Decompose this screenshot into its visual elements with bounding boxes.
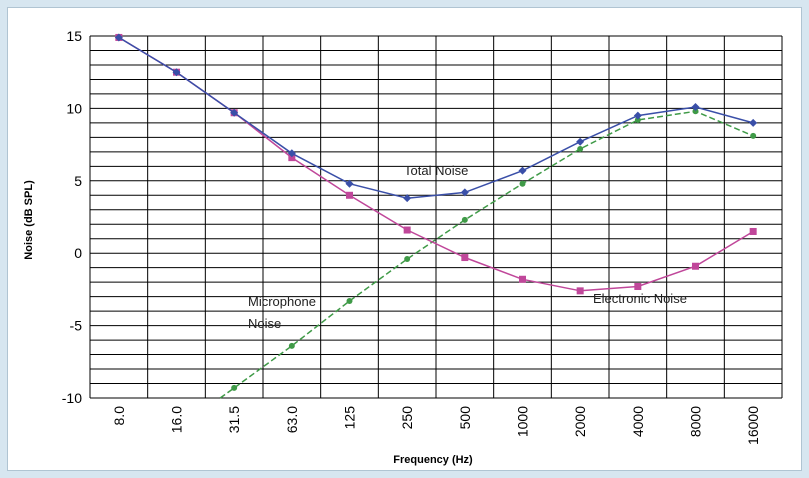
microphone-noise-point [461,216,468,223]
electronic-noise-point [634,283,642,291]
electronic-noise-point [749,227,757,235]
total-noise-point [230,108,239,117]
annotation-microphone-line1: Microphone [248,294,316,309]
x-axis-title: Frequency (Hz) [393,454,473,466]
x-tick-label: 2000 [572,406,588,437]
x-tick-label: 125 [342,406,358,430]
microphone-noise-point [692,108,699,115]
total-noise-point [114,33,123,42]
microphone-noise-point [750,132,757,139]
x-tick-label: 1000 [515,406,531,437]
x-tick-label: 63.0 [284,406,300,433]
total-noise-point [749,118,758,127]
electronic-noise-point [403,226,411,234]
microphone-noise-point [577,145,584,152]
microphone-noise-point [404,255,411,262]
electronic-noise-point [288,154,296,162]
chart-frame: 15 10 5 0 -5 -10 8.0 16.0 31.5 63.0 125 250 500 1000… [7,7,802,471]
x-tick-label: 16000 [745,406,761,445]
gridlines [89,35,783,399]
total-noise-point [345,179,354,188]
y-tick-label: 0 [74,245,82,261]
microphone-noise-point [519,180,526,187]
annotation-electronic-noise: Electronic Noise [593,291,687,306]
total-noise-point [460,188,469,197]
x-tick-label: 16.0 [169,406,185,433]
y-tick-label: 15 [66,28,82,44]
electronic-noise-point [461,254,469,262]
electronic-noise-point [519,275,526,283]
electronic-noise-point [346,191,353,199]
x-tick-labels: 8.0 16.0 31.5 63.0 125 250 500 1000 2000 4000 8000… [111,406,761,445]
total-noise-point [403,194,412,203]
x-tick-label: 250 [399,406,415,430]
electronic-noise-point [692,262,699,270]
x-tick-label: 500 [457,406,473,430]
microphone-noise-point [346,297,353,304]
x-tick-label: 8000 [688,406,704,437]
annotation-total-noise: Total Noise [404,163,468,178]
microphone-noise-point [634,116,641,123]
y-tick-label: 5 [74,173,82,189]
total-noise-point [518,166,527,175]
microphone-noise-point [231,384,238,391]
x-tick-label: 8.0 [111,406,127,426]
microphone-noise-point [288,342,295,349]
total-noise-point [633,111,642,120]
x-tick-label: 4000 [630,406,646,437]
y-tick-label: -5 [70,318,83,334]
total-noise-point [287,149,296,158]
total-noise-point [576,137,585,146]
total-noise-line [118,36,754,199]
total-noise-point [691,102,700,111]
total-noise-point [172,68,181,77]
y-tick-label: 10 [66,100,82,116]
noise-chart: 15 10 5 0 -5 -10 8.0 16.0 31.5 63.0 125 250 500 1000… [23,28,783,466]
y-tick-labels: 15 10 5 0 -5 -10 [62,28,82,406]
electronic-noise-point [576,287,584,295]
y-tick-label: -10 [62,390,82,406]
series-group [114,33,758,399]
x-tick-label: 31.5 [226,406,242,433]
y-axis-title: Noise (dB SPL) [23,180,35,260]
annotation-microphone-line2: Noise [248,316,281,331]
